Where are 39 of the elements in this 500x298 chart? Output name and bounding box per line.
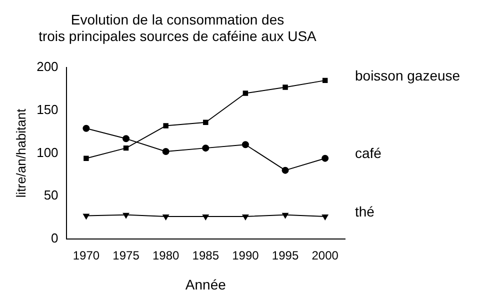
x-tick-label: 1970 bbox=[72, 248, 100, 262]
y-tick-label: 50 bbox=[44, 188, 58, 203]
y-tick-label: 0 bbox=[51, 230, 58, 246]
point bbox=[322, 154, 329, 162]
point bbox=[122, 212, 130, 218]
point bbox=[242, 141, 249, 148]
series-label: boisson gazeuse bbox=[355, 67, 460, 84]
point bbox=[282, 166, 289, 174]
point bbox=[82, 124, 90, 132]
point bbox=[322, 214, 328, 220]
y-axis-title: litre/an/habitant bbox=[13, 108, 28, 198]
x-tick-label: 1990 bbox=[232, 248, 260, 262]
point bbox=[282, 84, 288, 90]
x-tick-label: 2000 bbox=[312, 248, 339, 262]
point bbox=[203, 120, 208, 126]
y-tick-label: 200 bbox=[36, 59, 58, 74]
chart-title: Evolution de la consommation des trois principales sources de caféine aux USA bbox=[38, 11, 318, 44]
x-axis-title: Année bbox=[185, 276, 226, 292]
y-tick-label: 100 bbox=[36, 144, 58, 160]
point bbox=[84, 156, 89, 161]
point bbox=[242, 90, 248, 96]
x-tick-label: 1995 bbox=[272, 248, 299, 262]
point bbox=[162, 148, 170, 155]
point bbox=[242, 214, 249, 220]
y-tick-label: 150 bbox=[36, 102, 58, 117]
x-tick-label: 1985 bbox=[192, 248, 220, 262]
point bbox=[162, 214, 169, 220]
point bbox=[122, 135, 130, 142]
point bbox=[163, 123, 168, 128]
point bbox=[322, 78, 328, 84]
point bbox=[202, 214, 209, 220]
x-tick-label: 1975 bbox=[112, 248, 140, 262]
point bbox=[282, 212, 288, 218]
series-label: thé bbox=[355, 203, 375, 220]
x-tick-label: 1980 bbox=[152, 248, 180, 262]
series-label: café bbox=[355, 145, 382, 162]
point bbox=[202, 144, 210, 152]
point bbox=[123, 145, 129, 151]
point bbox=[83, 214, 90, 220]
